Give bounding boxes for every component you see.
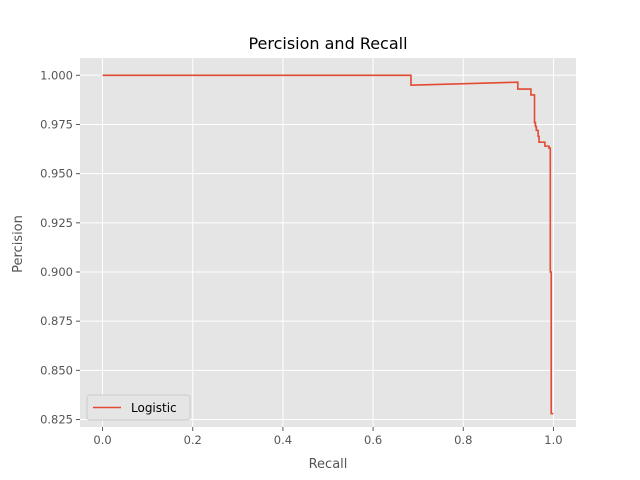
y-axis-ticks: 0.825 0.850 0.875 0.900 0.925 0.950 0.975 1.000 [40,68,80,427]
series-line-logistic [102,74,554,415]
x-axis-label: Recall [309,457,348,472]
y-tick-label: 0.850 [40,363,73,377]
chart-title: Percision and Recall [248,34,407,53]
legend-box [86,394,191,421]
series-layer [102,74,554,415]
y-tick-label: 0.825 [40,413,73,427]
legend: Logistic [86,394,191,421]
x-tick-label: 0.2 [184,433,202,447]
y-tick-label: 0.875 [40,314,73,328]
legend-label-logistic: Logistic [131,401,177,415]
x-axis-ticks: 0.0 0.2 0.4 0.6 0.8 1.0 [93,427,563,447]
plot-area [80,58,576,427]
y-tick-label: 0.900 [40,265,73,279]
x-tick-label: 0.4 [274,433,292,447]
y-axis-label: Percision [11,215,26,273]
x-tick-label: 1.0 [544,433,562,447]
y-tick-label: 0.925 [40,216,73,230]
y-tick-label: 1.000 [40,68,73,82]
y-tick-label: 0.975 [40,117,73,131]
y-tick-label: 0.950 [40,167,73,181]
x-tick-label: 0.8 [454,433,472,447]
x-tick-label: 0.0 [93,433,111,447]
x-tick-label: 0.6 [364,433,382,447]
